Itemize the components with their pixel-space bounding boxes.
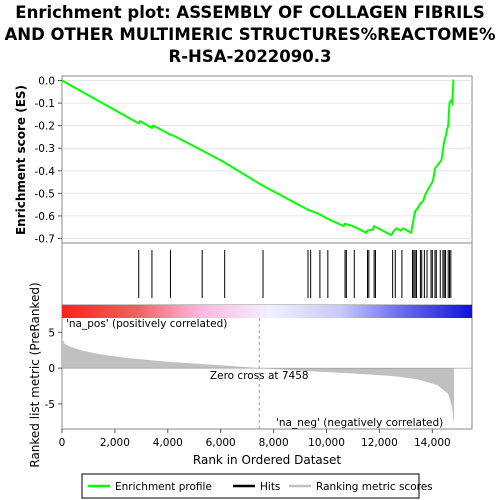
es-ytick-label: -0.1 bbox=[35, 98, 56, 110]
es-axis-label: Enrichment score (ES) bbox=[14, 85, 28, 235]
x-tick-label: 2,000 bbox=[100, 437, 130, 449]
legend-hits-label: Hits bbox=[260, 481, 280, 493]
x-tick-label: 6,000 bbox=[206, 437, 236, 449]
legend-ranking-label: Ranking metric scores bbox=[316, 481, 433, 493]
x-tick-label: 10,000 bbox=[308, 437, 345, 449]
positive-correlation-label: 'na_pos' (positively correlated) bbox=[66, 318, 227, 330]
title-line-1: Enrichment plot: ASSEMBLY OF COLLAGEN FI… bbox=[15, 3, 485, 22]
es-ytick-label: -0.6 bbox=[35, 211, 56, 223]
legend-profile-label: Enrichment profile bbox=[115, 481, 212, 493]
ranking-ytick-label: 5 bbox=[48, 327, 55, 339]
x-tick-label: 14,000 bbox=[414, 437, 451, 449]
zero-cross-label: Zero cross at 7458 bbox=[210, 370, 309, 382]
ranking-ytick-label: 0 bbox=[48, 363, 55, 375]
es-ytick-label: -0.5 bbox=[35, 188, 56, 200]
enrichment-profile-line bbox=[61, 79, 455, 237]
x-axis-label: Rank in Ordered Dataset bbox=[193, 453, 341, 467]
ranking-ytick-label: -5 bbox=[45, 399, 55, 411]
es-ytick-label: 0.0 bbox=[38, 76, 55, 88]
es-panel-frame bbox=[61, 75, 473, 244]
es-ytick-label: -0.3 bbox=[35, 143, 56, 155]
title-line-2: AND OTHER MULTIMERIC STRUCTURES%REACTOME… bbox=[4, 25, 496, 44]
x-tick-label: 4,000 bbox=[153, 437, 183, 449]
es-ytick-label: -0.2 bbox=[35, 121, 56, 133]
hits-panel-frame bbox=[61, 242, 473, 306]
es-ytick-label: -0.4 bbox=[35, 166, 56, 178]
ranking-axis-label: Ranked list metric (PreRanked) bbox=[28, 282, 42, 467]
x-tick-label: 0 bbox=[59, 437, 66, 449]
x-tick-label: 12,000 bbox=[361, 437, 398, 449]
title-line-3: R-HSA-2022090.3 bbox=[168, 47, 332, 66]
x-tick-label: 8,000 bbox=[259, 437, 289, 449]
negative-correlation-label: 'na_neg' (negatively correlated) bbox=[276, 417, 443, 429]
es-ytick-label: -0.7 bbox=[35, 233, 56, 245]
chart-title: Enrichment plot: ASSEMBLY OF COLLAGEN FI… bbox=[0, 2, 500, 68]
ranking-color-bar bbox=[62, 305, 472, 318]
